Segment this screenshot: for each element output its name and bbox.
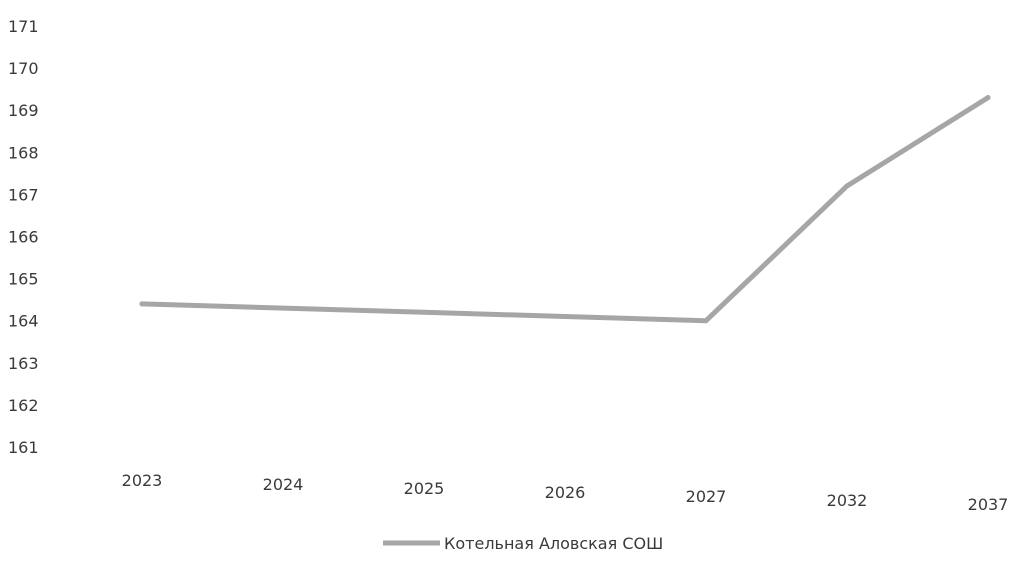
y-tick-label: 165 [8, 270, 39, 289]
y-tick-label: 168 [8, 143, 39, 162]
x-tick-label: 2026 [545, 483, 586, 502]
data-point [703, 318, 709, 324]
x-tick-label: 2024 [263, 475, 304, 494]
data-point [280, 305, 286, 311]
y-tick-label: 170 [8, 59, 39, 78]
y-tick-label: 166 [8, 228, 39, 247]
data-point [985, 95, 991, 101]
data-point [844, 183, 850, 189]
y-tick-label: 162 [8, 396, 39, 415]
y-tick-label: 171 [8, 17, 39, 36]
legend-label: Котельная Аловская СОШ [444, 534, 663, 553]
x-tick-label: 2037 [968, 495, 1009, 514]
x-tick-label: 2032 [827, 491, 868, 510]
y-tick-label: 169 [8, 101, 39, 120]
x-tick-label: 2025 [404, 479, 445, 498]
series-layer [139, 95, 991, 324]
legend: Котельная Аловская СОШ [383, 534, 663, 553]
data-point [421, 309, 427, 315]
series-line [139, 95, 991, 324]
y-tick-label: 167 [8, 185, 39, 204]
y-axis-ticks: 161 162 163 164 165 166 167 168 169 170 171 [8, 17, 39, 457]
x-axis-ticks: 2023 2024 2025 2026 2027 2032 2037 [122, 471, 1009, 514]
x-tick-label: 2027 [686, 487, 727, 506]
x-tick-label: 2023 [122, 471, 163, 490]
y-tick-label: 164 [8, 312, 39, 331]
y-tick-label: 161 [8, 438, 39, 457]
data-point [139, 301, 145, 307]
y-tick-label: 163 [8, 354, 39, 373]
data-point [562, 313, 568, 319]
